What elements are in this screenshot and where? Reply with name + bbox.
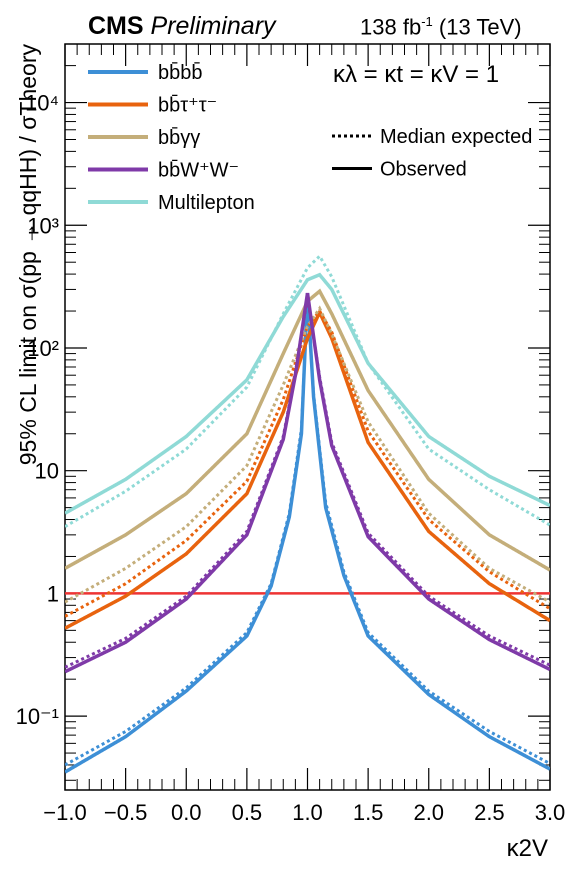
- series-group: [65, 253, 550, 774]
- legend-label: bb̄W⁺W⁻: [158, 158, 239, 181]
- y-tick-label: 10⁻¹: [16, 704, 59, 729]
- style-legend-label: Observed: [380, 159, 467, 181]
- lumi-unit: fb: [402, 14, 422, 40]
- x-tick-label: 0.5: [232, 800, 263, 825]
- x-axis-label: κ2V: [507, 835, 548, 862]
- y-tick-label: 10²: [27, 336, 59, 361]
- observed-curve: [65, 292, 550, 674]
- experiment-name: CMS: [88, 12, 144, 40]
- expected-curve: [65, 296, 550, 669]
- observed-curve: [65, 292, 550, 774]
- x-tick-label: 0.0: [171, 800, 202, 825]
- x-tick-label: 1.0: [292, 800, 323, 825]
- observed-curve: [65, 308, 550, 630]
- experiment-label: CMS Preliminary: [88, 12, 276, 41]
- y-tick-label: 10: [35, 459, 59, 484]
- y-tick-label: 10⁴: [25, 91, 59, 116]
- y-tick-label: 10³: [27, 213, 59, 238]
- legend-label: bb̄τ⁺τ⁻: [158, 93, 217, 116]
- expected-curve: [65, 296, 550, 767]
- legend-label: bb̄bb̄: [158, 61, 203, 84]
- style-legend-label: Median expected: [380, 126, 532, 148]
- luminosity-label: 138 fb-1 (13 TeV): [360, 14, 522, 40]
- legend-label: Multilepton: [158, 192, 255, 214]
- status-label: Preliminary: [150, 12, 276, 40]
- y-tick-label: 1: [47, 581, 59, 606]
- x-tick-label: 3.0: [535, 800, 566, 825]
- expected-curve: [65, 308, 550, 618]
- coupling-annotation: κλ = κt = κV = 1: [333, 61, 499, 88]
- plot-frame: [64, 43, 551, 791]
- legend-label: bb̄γγ: [158, 126, 200, 149]
- expected-curve: [65, 305, 550, 604]
- x-tick-label: 1.5: [353, 800, 384, 825]
- observed-curve: [65, 272, 550, 515]
- x-tick-label: −1.0: [43, 800, 86, 825]
- x-tick-label: −0.5: [104, 800, 147, 825]
- x-tick-label: 2.5: [474, 800, 505, 825]
- y-axis-label: 95% CL limit on σ(pp → qqHH) / σTheory: [15, 44, 41, 466]
- lumi-exponent: -1: [421, 14, 433, 29]
- lumi-value: 138: [360, 14, 397, 40]
- x-tick-label: 2.0: [413, 800, 444, 825]
- energy-label: (13 TeV): [438, 14, 522, 40]
